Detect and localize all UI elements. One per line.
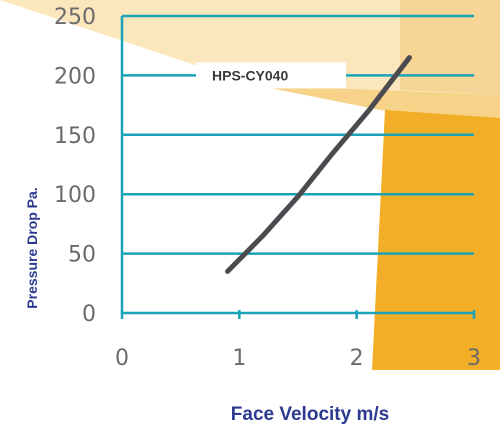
y-tick-label: 0 <box>82 302 96 327</box>
band-dark <box>372 110 500 370</box>
y-tick-label: 200 <box>54 64 96 89</box>
band-light <box>0 0 500 95</box>
band-corner <box>400 0 500 95</box>
x-tick-label: 3 <box>467 346 481 371</box>
series-label: HPS-CY040 <box>212 67 288 83</box>
y-axis-label: Pressure Drop Pa. <box>24 187 40 308</box>
x-axis-label: Face Velocity m/s <box>231 404 389 425</box>
x-tick-label: 2 <box>350 346 364 371</box>
series-group: HPS-CY040 <box>196 55 412 274</box>
y-tick-label: 150 <box>54 124 96 149</box>
series-line-0 <box>225 55 412 274</box>
y-tick-label: 100 <box>54 183 96 208</box>
y-tick-label: 50 <box>68 243 96 268</box>
series-label-box <box>196 62 346 89</box>
y-tick-label: 250 <box>54 5 96 30</box>
x-tick-label: 0 <box>115 346 129 371</box>
axes <box>120 16 476 319</box>
x-tick-labels: 0 1 2 3 <box>115 346 481 371</box>
y-tick-labels: 0 50 100 150 200 250 <box>54 5 96 327</box>
x-tick-label: 1 <box>232 346 246 371</box>
